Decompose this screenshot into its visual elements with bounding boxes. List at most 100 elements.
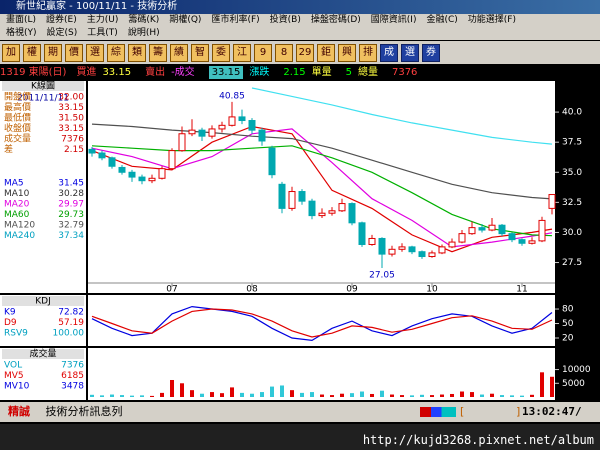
menu-item[interactable]: 功能選擇(F) xyxy=(467,15,516,25)
candle-body xyxy=(298,191,306,202)
volume-bar xyxy=(190,390,194,397)
y-tick-label: 5000 xyxy=(562,379,585,389)
menu-item[interactable]: 說明(H) xyxy=(127,28,160,38)
menu-item[interactable]: 金融(C) xyxy=(426,15,458,25)
volume-bar xyxy=(170,379,174,397)
quote-row: 1319 東陽(日) 買進 33.15 賣出 -成交 33.15 漲跌 2.15 單量 5 總量 73… xyxy=(0,66,600,79)
menu-item[interactable]: 期權(Q) xyxy=(169,15,202,25)
quote-item: 2.15 xyxy=(283,67,306,78)
y-tick-label: 30.0 xyxy=(562,228,582,238)
candle-body xyxy=(198,129,206,137)
volume-bar xyxy=(440,394,444,397)
menu-item[interactable]: 格視(Y) xyxy=(6,28,37,38)
volume-bar xyxy=(380,390,384,397)
tool-button[interactable]: 綜 xyxy=(107,44,125,62)
info-label: 差 xyxy=(4,143,13,155)
tool-button[interactable]: 期 xyxy=(44,44,62,62)
tool-button[interactable]: 成 xyxy=(380,44,398,62)
candle-body xyxy=(288,191,296,209)
volume-bar xyxy=(510,395,514,397)
candle-body xyxy=(158,168,166,179)
candle-body xyxy=(338,203,346,212)
menu-item[interactable]: 畫面(L) xyxy=(6,15,37,25)
info-panel xyxy=(0,81,86,293)
quote-item: 33.15 xyxy=(208,66,244,79)
volume-bar xyxy=(410,395,414,397)
candle-body xyxy=(118,166,126,173)
tool-button[interactable]: 江 xyxy=(233,44,251,62)
candle-body xyxy=(478,227,486,231)
tool-button[interactable]: 價 xyxy=(65,44,83,62)
volume-bar xyxy=(420,394,424,397)
panel-title: KDJ xyxy=(35,297,51,307)
menu-item[interactable]: 操盤密碼(D) xyxy=(310,15,361,25)
info-label: 開盤價 xyxy=(4,91,31,103)
tool-button[interactable]: 選 xyxy=(401,44,419,62)
symbol: 1319 東陽(日) xyxy=(0,67,67,78)
ma-label: MA20 xyxy=(4,200,30,210)
tool-button[interactable]: 績 xyxy=(170,44,188,62)
y-tick-label: 37.5 xyxy=(562,138,582,148)
candle-body xyxy=(218,124,226,130)
tool-button[interactable]: 興 xyxy=(338,44,356,62)
y-tick-label: 27.5 xyxy=(562,258,582,268)
tool-button[interactable]: 籌 xyxy=(149,44,167,62)
menu-item[interactable]: 籌碼(K) xyxy=(128,15,160,25)
volume-bar xyxy=(350,393,354,397)
info-value: 6185 xyxy=(61,371,84,381)
volume-bar xyxy=(90,394,94,397)
volume-bar xyxy=(370,393,374,397)
tool-button[interactable]: 9 xyxy=(254,44,272,62)
menu-item[interactable]: 投資(B) xyxy=(269,15,301,25)
menu-item[interactable]: 設定(S) xyxy=(46,28,78,38)
tool-button[interactable]: 券 xyxy=(422,44,440,62)
candle-body xyxy=(178,133,186,152)
tool-button[interactable]: 類 xyxy=(128,44,146,62)
volume-bar xyxy=(550,376,554,397)
panel-header xyxy=(2,349,84,359)
volume-bar xyxy=(150,395,154,397)
info-label: RSV9 xyxy=(4,329,28,339)
volume-bar xyxy=(220,393,224,397)
tool-button[interactable]: 8 xyxy=(275,44,293,62)
bracket-close: ] xyxy=(516,405,521,418)
tool-button[interactable]: 鉅 xyxy=(317,44,335,62)
tool-button[interactable]: 加 xyxy=(2,44,20,62)
tool-button[interactable]: 29 xyxy=(296,44,314,62)
volume-bar xyxy=(160,392,164,397)
status-message: 技術分析訊息列 xyxy=(45,405,123,418)
menu-item[interactable]: 國際資訊(I) xyxy=(370,15,417,25)
price-panel xyxy=(88,81,555,293)
candle-body xyxy=(368,237,376,245)
menu-item[interactable]: 工具(T) xyxy=(87,28,118,38)
info-label: MV5 xyxy=(4,371,24,381)
volume-bar xyxy=(280,385,284,397)
menu-item[interactable]: 主力(U) xyxy=(86,15,119,25)
menu-item[interactable]: 匯市利率(F) xyxy=(211,15,260,25)
tool-button[interactable]: 選 xyxy=(86,44,104,62)
candle-body xyxy=(188,129,196,135)
quote-item: 單量 xyxy=(311,67,332,78)
volume-bar xyxy=(130,395,134,397)
tool-button[interactable]: 排 xyxy=(359,44,377,62)
volume-bar xyxy=(540,372,544,397)
volume-bar xyxy=(460,391,464,397)
volume-bar xyxy=(360,391,364,397)
menu-item[interactable]: 證券(E) xyxy=(46,15,77,25)
y-tick-label: 32.5 xyxy=(562,198,582,208)
taskbar xyxy=(0,424,600,450)
candle-body xyxy=(88,148,96,154)
quote-item: 5 xyxy=(345,67,352,78)
y-tick-label: 10000 xyxy=(562,365,591,375)
y-tick-label: 50 xyxy=(562,319,574,329)
tool-button[interactable]: 智 xyxy=(191,44,209,62)
price-annotation: 40.85 xyxy=(219,91,245,101)
indicator-line xyxy=(91,123,553,200)
panel-title: 成交量 xyxy=(29,348,56,360)
tool-button[interactable]: 委 xyxy=(212,44,230,62)
y-tick-label: 40.0 xyxy=(562,108,582,118)
y-tick-label: 80 xyxy=(562,305,574,315)
ma-value: 29.73 xyxy=(58,210,84,220)
tool-button[interactable]: 權 xyxy=(23,44,41,62)
